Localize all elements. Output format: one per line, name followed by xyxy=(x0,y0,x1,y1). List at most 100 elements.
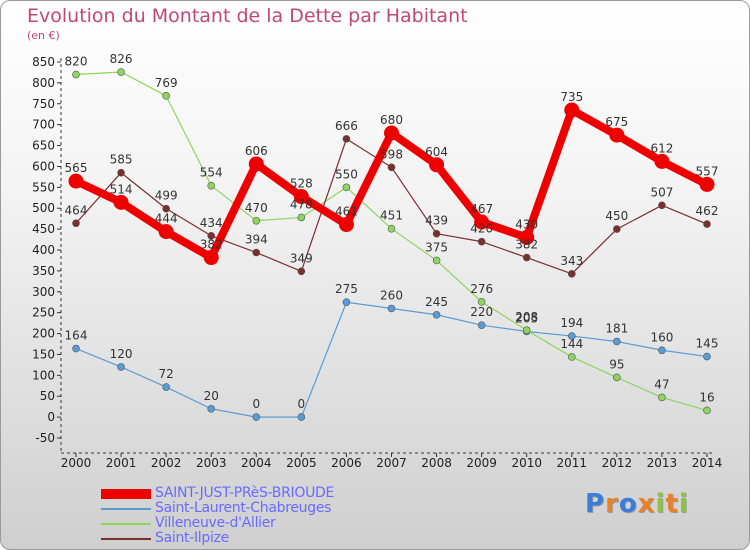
y-tick-label: -50 xyxy=(35,431,55,445)
data-label: 205 xyxy=(515,311,538,325)
data-point xyxy=(297,267,306,276)
data-point xyxy=(703,220,711,228)
x-tick-label: 2007 xyxy=(376,456,407,470)
data-point xyxy=(68,173,84,189)
data-label: 478 xyxy=(290,197,313,211)
data-label: 276 xyxy=(470,282,493,296)
y-axis-unit: (en €) xyxy=(27,29,60,42)
x-tick-label: 2001 xyxy=(106,456,137,470)
data-point xyxy=(293,189,309,205)
data-point xyxy=(703,352,711,361)
data-label: 260 xyxy=(380,288,403,302)
data-label: 612 xyxy=(650,141,673,155)
x-tick-label: 2012 xyxy=(602,456,633,470)
data-label: 439 xyxy=(425,214,448,228)
y-tick-label: 850 xyxy=(32,55,55,69)
data-point xyxy=(609,127,625,143)
x-tick-label: 2008 xyxy=(421,456,452,470)
data-point xyxy=(522,326,531,335)
x-tick-label: 2006 xyxy=(331,456,362,470)
x-tick-label: 2005 xyxy=(286,456,317,470)
y-tick-label: 750 xyxy=(32,97,55,111)
y-tick-label: 100 xyxy=(32,368,55,382)
data-label: 16 xyxy=(699,390,714,404)
data-label: 208 xyxy=(515,310,538,324)
data-label: 557 xyxy=(696,164,719,178)
y-tick-label: 350 xyxy=(32,264,55,278)
y-tick-label: 250 xyxy=(32,306,55,320)
data-point xyxy=(342,135,351,143)
data-point xyxy=(477,321,486,330)
data-label: 245 xyxy=(425,295,448,309)
data-point xyxy=(477,298,486,306)
data-label: 0 xyxy=(252,397,260,411)
data-label: 394 xyxy=(245,233,268,247)
data-point xyxy=(252,413,261,421)
data-point xyxy=(158,224,174,240)
data-point xyxy=(117,68,125,76)
data-label: 444 xyxy=(155,212,178,226)
data-label: 420 xyxy=(470,222,493,236)
legend-label: SAINT-JUST-PRèS-BRIOUDE xyxy=(155,485,335,501)
data-point xyxy=(477,237,486,246)
y-tick-label: 600 xyxy=(32,159,55,173)
data-point xyxy=(387,163,396,172)
data-point xyxy=(297,413,306,421)
data-point xyxy=(72,219,80,228)
data-label: 382 xyxy=(515,238,538,252)
x-tick-label: 2011 xyxy=(557,456,588,470)
data-label: 606 xyxy=(245,144,268,158)
data-label: 451 xyxy=(380,209,403,223)
data-point xyxy=(342,183,351,192)
data-point xyxy=(658,201,666,210)
data-label: 275 xyxy=(335,282,358,296)
data-label: 514 xyxy=(110,182,133,196)
x-tick-label: 2014 xyxy=(692,456,723,470)
data-point xyxy=(203,250,219,266)
data-label: 585 xyxy=(110,153,133,167)
x-tick-label: 2004 xyxy=(241,456,272,470)
data-point xyxy=(474,214,490,230)
y-tick-label: 650 xyxy=(32,139,55,153)
data-label: 349 xyxy=(290,251,313,265)
data-label: 826 xyxy=(110,52,133,66)
y-tick-label: 550 xyxy=(32,180,55,194)
data-point xyxy=(252,216,261,225)
data-label: 47 xyxy=(654,377,669,391)
legend-swatch xyxy=(101,523,151,525)
data-point xyxy=(117,168,125,177)
data-label: 680 xyxy=(380,113,403,127)
data-label: 464 xyxy=(65,203,88,217)
data-point xyxy=(567,353,576,361)
legend-swatch xyxy=(101,489,151,499)
data-label: 430 xyxy=(515,217,538,231)
data-point xyxy=(654,153,670,169)
data-point xyxy=(113,194,129,210)
data-point xyxy=(117,363,125,371)
data-point xyxy=(207,181,216,190)
data-point xyxy=(613,337,621,346)
data-point xyxy=(162,92,170,100)
data-point xyxy=(519,229,535,245)
legend-label: Villeneuve-d'Allier xyxy=(155,515,276,531)
data-label: 528 xyxy=(290,177,313,191)
y-tick-label: 200 xyxy=(32,327,55,341)
data-label: 565 xyxy=(65,161,88,175)
proxiti-logo: Proxiti xyxy=(585,489,689,519)
y-tick-label: 800 xyxy=(32,76,55,90)
data-label: 462 xyxy=(696,204,719,218)
data-label: 467 xyxy=(470,202,493,216)
data-point xyxy=(248,156,264,172)
data-label: 0 xyxy=(298,397,306,411)
x-tick-label: 2009 xyxy=(466,456,497,470)
data-point xyxy=(432,256,441,265)
data-point xyxy=(613,373,621,382)
data-point xyxy=(567,332,576,340)
y-tick-label: 450 xyxy=(32,222,55,236)
data-point xyxy=(613,225,621,233)
data-point xyxy=(699,176,715,192)
y-tick-label: 150 xyxy=(32,347,55,361)
data-label: 604 xyxy=(425,145,448,159)
legend-label: Saint-Ilpize xyxy=(155,530,229,546)
